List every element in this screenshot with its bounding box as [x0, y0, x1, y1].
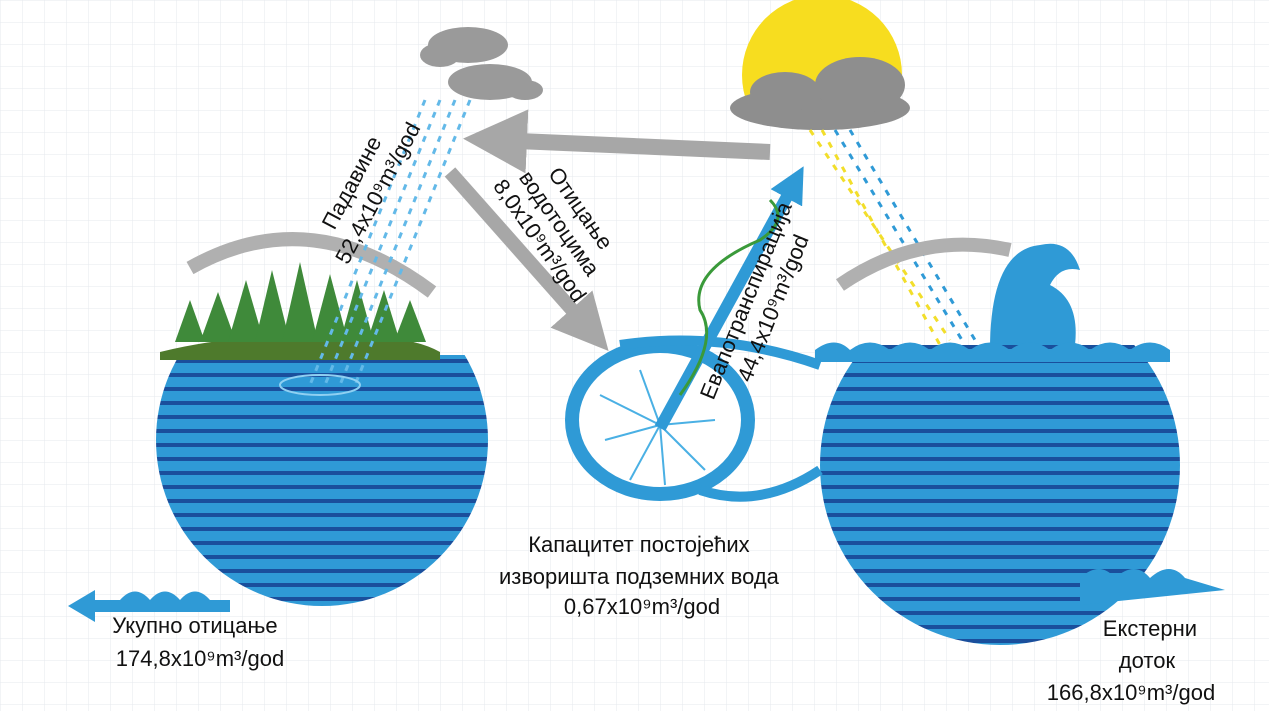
waves: [815, 343, 1170, 363]
label-line: Укупно отицање: [112, 613, 277, 638]
label-line: Капацитет постојећих: [528, 532, 749, 557]
diagram: Падавине 52,4x10⁹m³/god Отицање водотоци…: [0, 0, 1269, 711]
label-line: Екстерни: [1103, 616, 1197, 641]
label-line: 166,8x10⁹m³/god: [1047, 680, 1215, 705]
label-line: 174,8x10⁹m³/god: [116, 646, 284, 671]
label-line: 0,67x10⁹m³/god: [564, 594, 720, 619]
outflow-waves: [120, 592, 210, 601]
label-line: доток: [1119, 648, 1176, 673]
label-line: изворишта подземних вода: [499, 564, 780, 589]
